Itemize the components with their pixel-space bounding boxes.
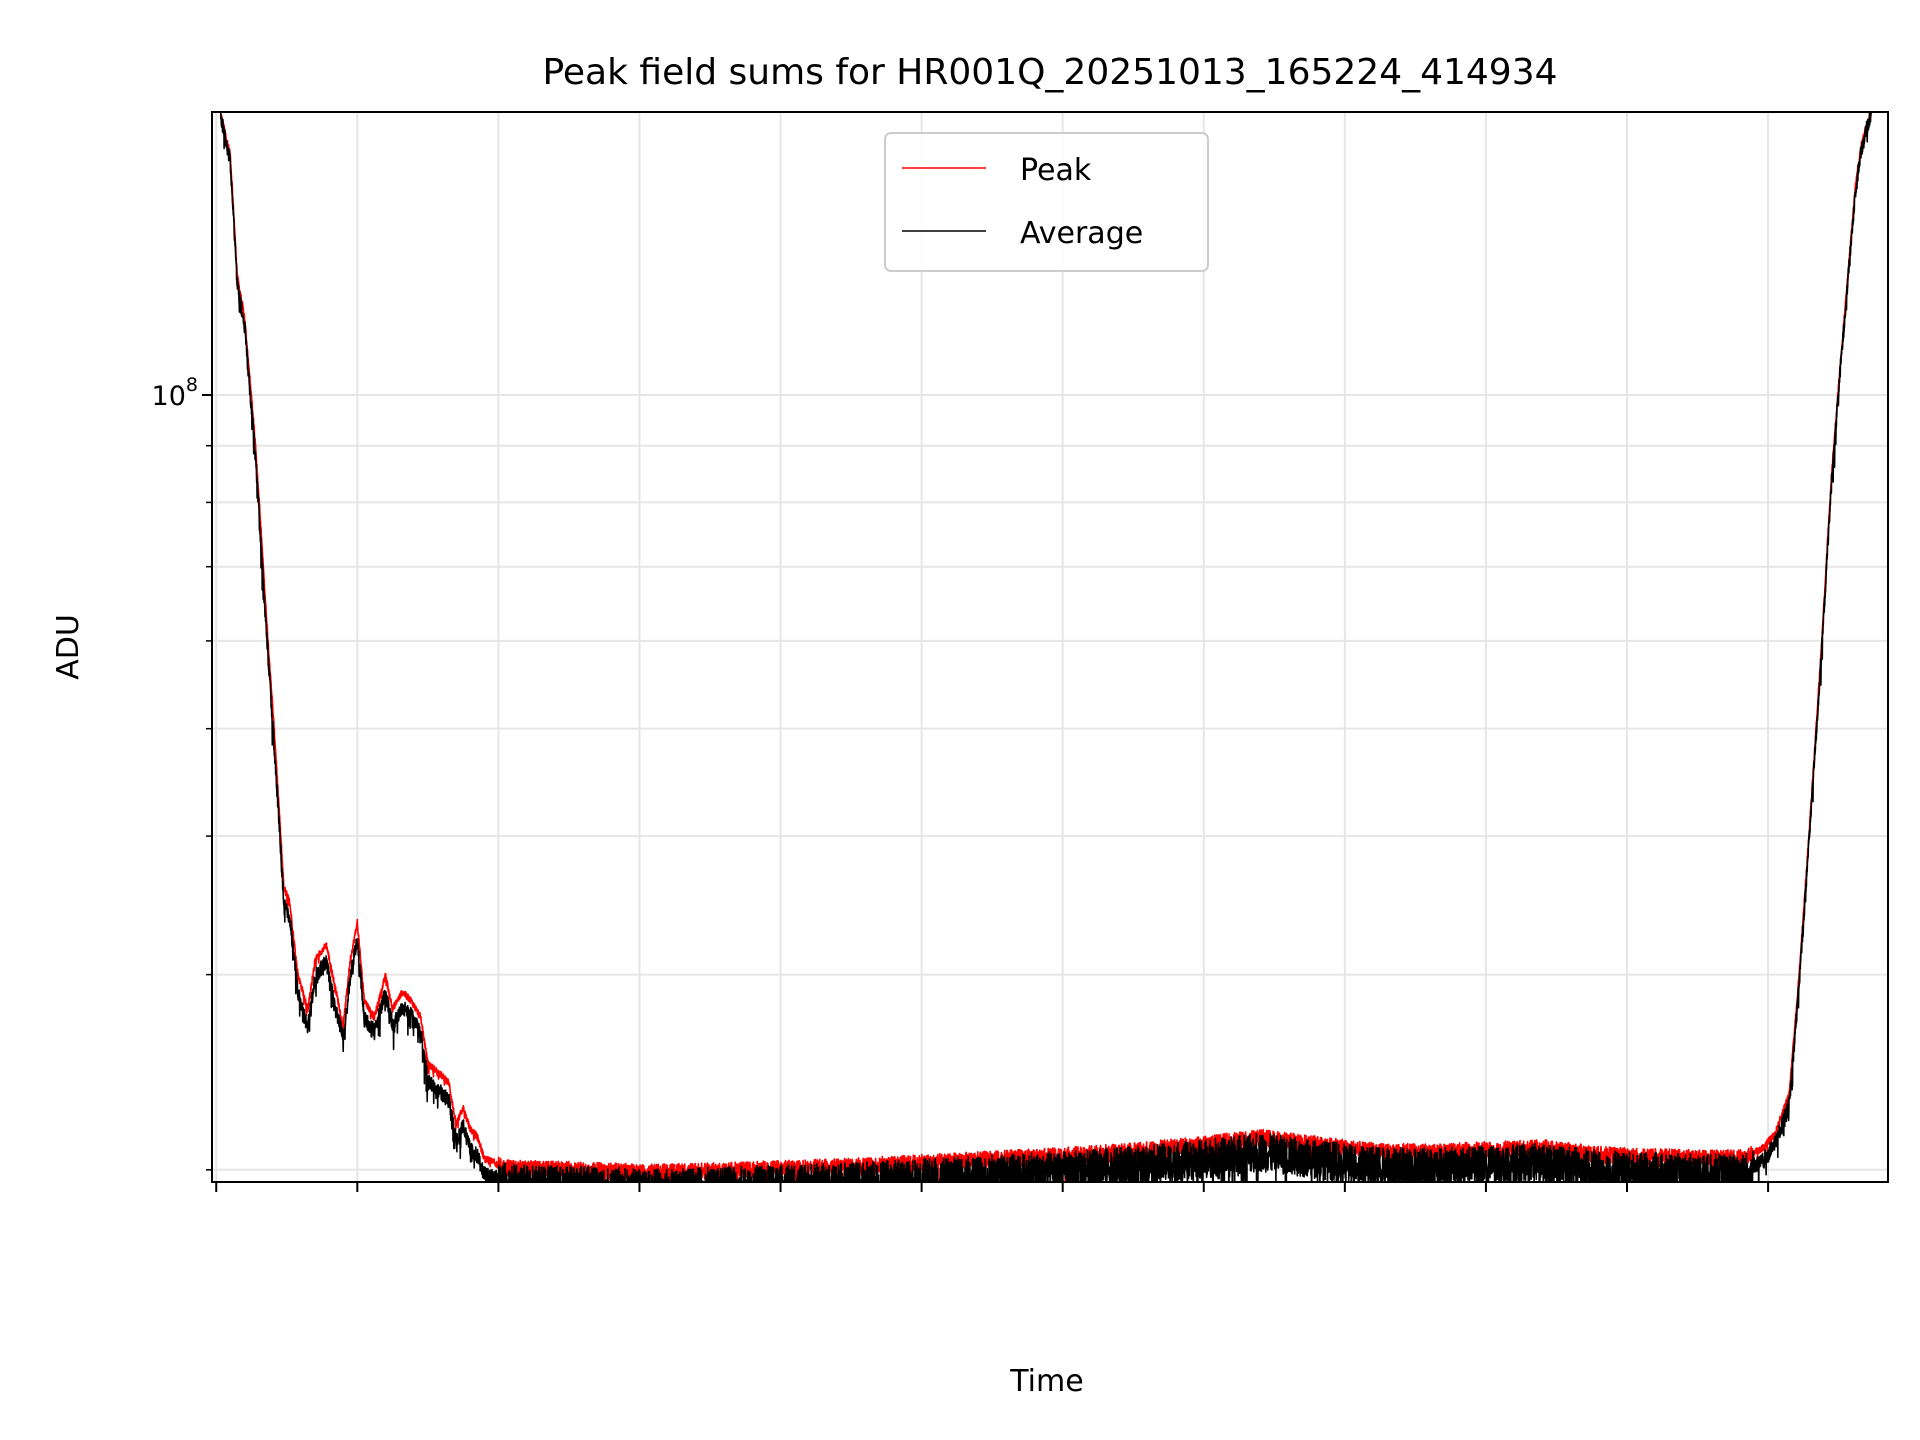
series-line-peak: [219, 112, 1872, 1182]
x-axis: [215, 1182, 1770, 1192]
legend-label-peak: Peak: [1020, 153, 1092, 188]
legend: Peak Average: [884, 132, 1209, 272]
chart-title: Peak field sums for HR001Q_20251013_1652…: [542, 52, 1557, 93]
grid: [212, 112, 1888, 1182]
y-axis: 108: [152, 374, 212, 1171]
y-tick-label: 108: [152, 374, 198, 412]
plot-frame: [211, 111, 1889, 1183]
x-axis-label: Time: [1009, 1364, 1083, 1399]
y-tick-label-exponent: 8: [186, 374, 198, 396]
y-tick-label-base: 10: [152, 381, 186, 412]
series-layer: [219, 112, 1872, 1182]
legend-label-average: Average: [1020, 216, 1143, 251]
y-axis-label: ADU: [51, 614, 86, 680]
series-line-average: [219, 112, 1872, 1182]
